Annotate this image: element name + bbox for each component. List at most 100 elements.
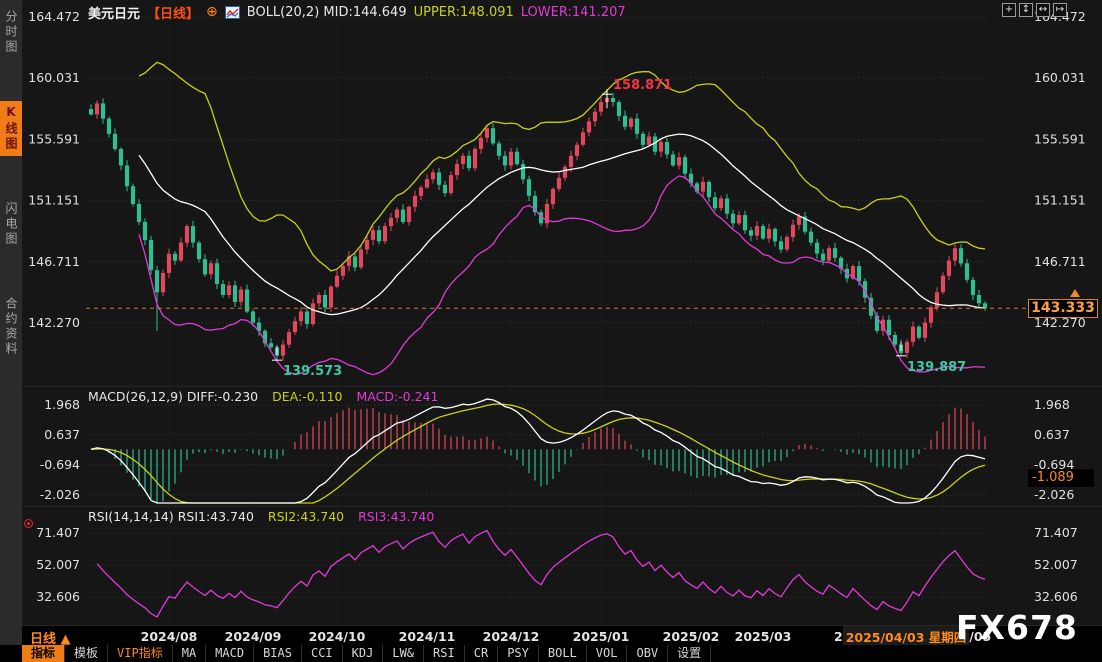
toolbar-item-template[interactable]: 模板 xyxy=(65,645,109,662)
svg-text:71.407: 71.407 xyxy=(36,525,80,540)
y-axis-scale-icon[interactable]: ↕ xyxy=(1019,3,1033,17)
add-indicator-icon[interactable]: ⊕ xyxy=(206,4,218,20)
xaxis-row: 日线 ▲ 2024/08 2024/09 2024/10 2024/11 2024/12… xyxy=(22,625,1102,647)
toolbar-spacer xyxy=(0,645,22,662)
svg-text:52.007: 52.007 xyxy=(36,557,80,572)
shift-right-icon[interactable]: ↦ xyxy=(1053,3,1067,17)
rsi3-label: RSI3:43.740 xyxy=(358,509,435,524)
boll-bands-layer xyxy=(138,61,986,376)
macd-title-label: MACD(26,12,9) DIFF:-0.230 xyxy=(88,389,259,404)
svg-text:151.151: 151.151 xyxy=(28,193,80,208)
fx678-watermark: FX678 xyxy=(956,608,1078,647)
svg-text:164.472: 164.472 xyxy=(28,9,80,24)
macd-layer xyxy=(90,398,986,504)
xaxis-month-label: 2024/11 xyxy=(398,629,456,644)
svg-text:71.407: 71.407 xyxy=(1034,525,1078,540)
candles-layer xyxy=(88,92,988,361)
boll-mid-label: BOLL(20,2) MID:144.649 xyxy=(246,4,407,20)
xaxis-month-label: 2025/03 xyxy=(734,629,792,644)
svg-text:-0.694: -0.694 xyxy=(40,457,80,472)
boll-lower-line xyxy=(138,175,986,376)
rsi-layer xyxy=(96,529,986,618)
high-annotation: 158.871 xyxy=(613,78,672,93)
toolbar-item-macd[interactable]: MACD xyxy=(206,645,255,662)
rsi-line xyxy=(96,529,986,618)
svg-text:1.968: 1.968 xyxy=(1034,397,1070,412)
macd-diff-line xyxy=(90,398,986,504)
low1-annotation: 139.573 xyxy=(283,364,342,379)
crosshair-move-icon[interactable]: + xyxy=(1002,3,1016,17)
symbol-title: 美元日元 xyxy=(88,6,141,22)
toolbar-item-psy[interactable]: PSY xyxy=(498,645,539,662)
macd-label-row: MACD(26,12,9) DIFF:-0.230 DEA:-0.110 MAC… xyxy=(88,389,448,404)
svg-text:142.270: 142.270 xyxy=(1034,315,1086,330)
toolbar-item-indicator[interactable]: 指标 xyxy=(22,645,66,662)
chart-canvas[interactable]: 164.472164.472160.031160.031155.591155.5… xyxy=(22,0,1102,625)
toolbar-item-boll[interactable]: BOLL xyxy=(539,645,587,662)
low2-annotation: 139.887 xyxy=(907,360,966,375)
toolbar-item-vip-indicator[interactable]: VIP指标 xyxy=(108,645,173,662)
toolbar-item-cr[interactable]: CR xyxy=(465,645,499,662)
xaxis-highlight-date: 2025/04/03 星期四 xyxy=(842,625,970,647)
svg-text:52.007: 52.007 xyxy=(1034,557,1078,572)
x-axis-scale-icon[interactable]: ↔ xyxy=(1036,3,1050,17)
mini-chart-icon xyxy=(224,5,240,19)
boll-upper-line xyxy=(138,61,986,272)
svg-text:160.031: 160.031 xyxy=(1034,70,1086,85)
period-tag: 【日线】 xyxy=(147,6,200,22)
svg-text:146.711: 146.711 xyxy=(28,254,80,269)
toolbar-item-ma[interactable]: MA xyxy=(173,645,207,662)
current-price-tag: 143.333 xyxy=(1028,299,1098,318)
sidebar-tab-timeline[interactable]: 分时图 xyxy=(4,10,18,55)
period-selector[interactable]: 日线 ▲ xyxy=(30,632,71,647)
toolbar-item-settings[interactable]: 设置 xyxy=(668,645,712,662)
boll-mid-line xyxy=(138,133,986,316)
gridlines-layer: 164.472164.472160.031160.031155.591155.5… xyxy=(22,9,1102,623)
rsi2-label: RSI2:43.740 xyxy=(267,509,345,524)
svg-text:32.606: 32.606 xyxy=(1034,589,1078,604)
macd-dea-label: DEA:-0.110 xyxy=(272,389,343,404)
rsi-label-row: RSI(14,14,14) RSI1:43.740 RSI2:43.740 RS… xyxy=(88,509,444,524)
xaxis-month-label: 2024/09 xyxy=(224,629,282,644)
sidebar-tab-lightning[interactable]: 闪电图 xyxy=(4,202,18,247)
svg-text:-2.026: -2.026 xyxy=(1034,487,1074,502)
svg-text:151.151: 151.151 xyxy=(1034,193,1086,208)
xaxis-fragment-post: /05 xyxy=(969,628,992,644)
macd-value-label: MACD:-0.241 xyxy=(356,389,439,404)
macd-dea-line xyxy=(90,403,986,504)
xaxis-highlight-group: 2 2025/04/03 星期四 /05 xyxy=(834,625,992,647)
boll-lower-label: LOWER:141.207 xyxy=(520,4,626,20)
macd-crosshair-value: -1.089 xyxy=(1028,469,1094,487)
boll-upper-label: UPPER:148.091 xyxy=(413,4,514,20)
svg-text:-0.694: -0.694 xyxy=(1034,457,1074,472)
svg-text:0.637: 0.637 xyxy=(1034,427,1070,442)
sidebar-tab-kline[interactable]: K线图 xyxy=(0,101,22,156)
chart-header: 美元日元 【日线】 ⊕ BOLL(20,2) MID:144.649 UPPER… xyxy=(88,3,626,22)
toolbar-item-bias[interactable]: BIAS xyxy=(254,645,302,662)
price-marker-arrow-icon xyxy=(1070,289,1080,297)
svg-text:142.270: 142.270 xyxy=(28,315,80,330)
toolbar-item-cci[interactable]: CCI xyxy=(302,645,343,662)
alert-indicator-icon xyxy=(24,519,33,528)
indicator-toolbar: 指标 模板 VIP指标 MA MACD BIAS CCI KDJ LW& RSI… xyxy=(0,645,1102,662)
xaxis-month-label: 2025/01 xyxy=(572,629,630,644)
sidebar-tab-contract-info[interactable]: 合约资料 xyxy=(4,297,18,357)
rsi1-label: RSI(14,14,14) RSI1:43.740 xyxy=(88,509,254,524)
svg-text:160.031: 160.031 xyxy=(28,70,80,85)
xaxis-month-label: 2024/08 xyxy=(140,629,198,644)
toolbar-item-rsi[interactable]: RSI xyxy=(424,645,465,662)
svg-text:146.711: 146.711 xyxy=(1034,254,1086,269)
toolbar-item-kdj[interactable]: KDJ xyxy=(343,645,384,662)
xaxis-month-label: 2024/10 xyxy=(308,629,366,644)
toolbar-item-vol[interactable]: VOL xyxy=(587,645,628,662)
xaxis-fragment-pre: 2 xyxy=(834,628,843,644)
chart-tool-icons: + ↕ ↔ ↦ xyxy=(1002,3,1067,17)
svg-text:-2.026: -2.026 xyxy=(40,487,80,502)
left-sidebar: 分时图 K线图 闪电图 合约资料 xyxy=(0,0,22,645)
toolbar-item-obv[interactable]: OBV xyxy=(627,645,669,662)
annotations-layer: 158.871 139.573 139.887 xyxy=(272,78,966,379)
svg-text:32.606: 32.606 xyxy=(36,589,80,604)
toolbar-item-lw[interactable]: LW& xyxy=(383,645,425,662)
xaxis-month-label: 2024/12 xyxy=(482,629,540,644)
svg-text:1.968: 1.968 xyxy=(44,397,80,412)
